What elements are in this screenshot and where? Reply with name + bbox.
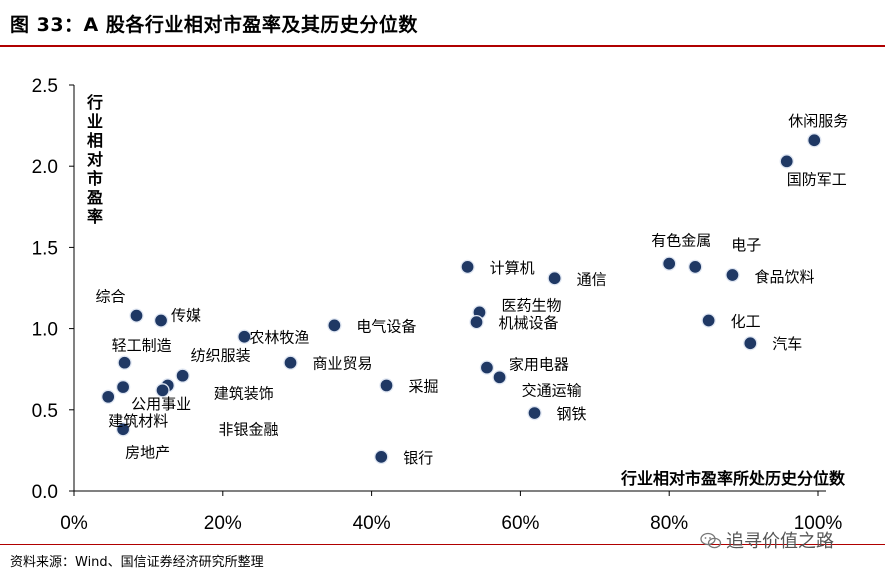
data-point	[527, 405, 542, 421]
point-label: 机械设备	[499, 314, 559, 332]
point-label: 计算机	[490, 259, 535, 277]
data-point	[153, 313, 169, 328]
x-tick-label: 20%	[204, 513, 242, 534]
y-tick-label: 1.0	[32, 320, 58, 341]
point-label: 农林牧渔	[249, 329, 309, 347]
y-tick-label: 0.0	[32, 482, 58, 503]
data-point	[283, 355, 298, 370]
source-note: 资料来源：Wind、国信证券经济研究所整理	[10, 555, 264, 570]
data-point	[327, 318, 342, 333]
data-point	[701, 313, 716, 328]
data-point	[101, 389, 116, 404]
data-point	[662, 256, 677, 271]
point-label: 综合	[95, 288, 125, 306]
point-label: 通信	[577, 270, 607, 288]
watermark: 追寻价值之路	[700, 527, 834, 553]
footer-divider	[0, 544, 885, 545]
y-tick-label: 2.5	[32, 76, 58, 97]
data-point	[379, 378, 394, 393]
point-label: 建筑装饰	[214, 384, 274, 402]
x-tick-label: 40%	[353, 513, 391, 534]
figure-title: 图 33：A 股各行业相对市盈率及其历史分位数	[10, 14, 418, 36]
y-tick-label: 0.5	[32, 401, 58, 422]
point-label: 公用事业	[131, 395, 191, 413]
data-point	[743, 336, 758, 351]
data-point	[779, 154, 794, 169]
data-point	[237, 329, 252, 344]
y-tick-label: 1.5	[32, 238, 58, 259]
data-points	[101, 133, 822, 465]
point-label: 非银金融	[219, 420, 279, 438]
point-label: 纺织服装	[191, 347, 251, 365]
point-label: 轻工制造	[112, 337, 172, 355]
data-point	[117, 355, 132, 370]
point-label: 房地产	[125, 443, 170, 461]
point-label: 国防军工	[787, 170, 847, 188]
watermark-text: 追寻价值之路	[726, 531, 834, 552]
data-point	[547, 271, 562, 286]
data-point	[807, 133, 822, 148]
data-point	[725, 267, 740, 283]
point-label: 家用电器	[509, 356, 569, 374]
data-point	[155, 383, 170, 398]
point-label: 食品饮料	[754, 268, 814, 286]
data-point	[460, 259, 475, 275]
x-axis-title: 行业相对市盈率所处历史分位数	[620, 469, 846, 488]
point-label: 汽车	[772, 335, 802, 353]
y-tick-label: 2.0	[32, 157, 58, 178]
point-label: 交通运输	[522, 381, 582, 399]
data-point	[115, 379, 131, 395]
y-axis-title: 行业相对市盈率	[86, 93, 103, 226]
chart-axes	[73, 85, 826, 492]
x-tick-label: 60%	[501, 513, 539, 534]
point-label: 传媒	[171, 306, 201, 324]
point-label: 休闲服务	[788, 112, 848, 130]
x-tick-labels: 0% 20% 40% 60% 80% 100%	[60, 491, 842, 534]
data-point	[129, 308, 144, 323]
point-label: 银行	[403, 449, 433, 467]
point-label: 化工	[731, 312, 761, 330]
wechat-icon	[700, 532, 722, 549]
data-point	[492, 370, 507, 385]
x-tick-label: 100%	[794, 513, 843, 534]
title-divider	[0, 45, 885, 47]
point-label: 有色金属	[651, 232, 711, 250]
point-label: 电气设备	[356, 317, 416, 335]
data-point	[115, 422, 131, 437]
point-label: 电子	[731, 236, 761, 254]
scatter-chart: 0.0 0.5 1.0 1.5 2.0 2.5 0% 20% 40% 60% 80% 100% 休闲…	[32, 76, 849, 534]
data-point	[479, 360, 495, 375]
point-label: 钢铁	[557, 405, 587, 423]
data-point	[374, 449, 389, 465]
y-tick-labels: 0.0 0.5 1.0 1.5 2.0 2.5	[32, 76, 74, 503]
point-label: 医药生物	[501, 296, 561, 314]
data-point	[469, 314, 484, 330]
point-label: 采掘	[408, 377, 438, 395]
point-label: 商业贸易	[313, 355, 373, 373]
x-tick-label: 0%	[60, 513, 88, 534]
data-point	[688, 259, 703, 275]
point-label: 建筑材料	[108, 412, 168, 430]
x-tick-label: 80%	[650, 513, 688, 534]
data-point	[175, 368, 190, 383]
